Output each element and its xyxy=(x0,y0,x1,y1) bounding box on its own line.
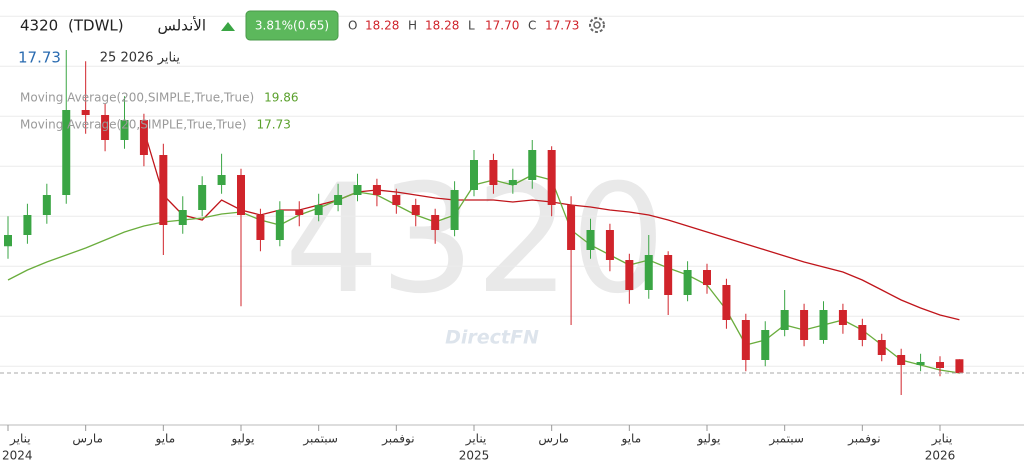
x-tick-label: نوفمبر xyxy=(847,432,880,447)
change-badge[interactable] xyxy=(245,10,339,41)
x-tick-label: سبتمبر xyxy=(768,432,803,447)
x-tick-label: يناير xyxy=(465,432,487,447)
candle-body xyxy=(838,310,847,325)
candle-body xyxy=(528,150,537,180)
ohlc-key: H xyxy=(408,19,417,33)
x-tick-label: يوليو xyxy=(696,432,720,447)
candle-body xyxy=(431,215,440,230)
legend-label: Moving Average(200,SIMPLE,True,True) xyxy=(20,91,254,105)
candle-body xyxy=(450,190,459,230)
candle-body xyxy=(489,160,498,185)
change-text: 3.81%(0.65) xyxy=(255,19,329,33)
candle-body xyxy=(586,230,595,250)
ohlc-value: 18.28 xyxy=(365,19,399,33)
candle-body xyxy=(62,110,71,195)
candle-body xyxy=(644,255,653,290)
candle-body xyxy=(703,270,711,285)
candle-body xyxy=(256,215,265,240)
x-tick-label: يناير xyxy=(9,432,31,447)
ohlc-value: 17.70 xyxy=(485,19,519,33)
candle-body xyxy=(955,359,964,373)
candle-body xyxy=(101,115,110,140)
candle-body xyxy=(605,230,614,260)
x-tick-label: يناير xyxy=(931,432,953,447)
candle-body xyxy=(159,155,168,225)
exchange: (TDWL) xyxy=(68,17,124,35)
candle-body xyxy=(392,195,401,205)
candle-body xyxy=(547,150,556,205)
candle-body xyxy=(916,362,925,365)
candle-body xyxy=(198,185,207,210)
plot xyxy=(0,50,1024,395)
candle-body xyxy=(139,120,148,155)
x-year-label: 2025 xyxy=(459,449,490,463)
candle-body xyxy=(508,180,517,185)
x-tick-label: مايو xyxy=(621,432,642,447)
legend: Moving Average(200,SIMPLE,True,True) 19.8… xyxy=(20,91,299,132)
ohlc-key: L xyxy=(468,19,475,33)
last-price: 17.73 xyxy=(18,49,61,67)
x-tick-label: يوليو xyxy=(230,432,254,447)
x-year-label: 2024 xyxy=(2,449,33,463)
x-tick-label: مارس xyxy=(72,432,103,447)
legend-label: Moving Average(20,SIMPLE,True,True) xyxy=(20,118,247,132)
candle-body xyxy=(877,340,886,355)
candle-body xyxy=(800,310,809,340)
settings-icon[interactable] xyxy=(589,17,605,33)
candle-body xyxy=(664,255,673,295)
ohlc-value: 17.73 xyxy=(545,19,579,33)
company-name: الأندلس xyxy=(158,16,206,35)
candle-body xyxy=(897,355,906,365)
candle-body xyxy=(81,110,90,115)
legend-value: 17.73 xyxy=(257,118,291,132)
candle-body xyxy=(780,310,789,330)
candle-body xyxy=(314,205,323,215)
ohlc-key: O xyxy=(348,19,357,33)
x-tick-label: مايو xyxy=(155,432,176,447)
candle-body xyxy=(567,205,576,250)
candle-body xyxy=(470,160,478,190)
candle-body xyxy=(295,210,304,215)
x-year-label: 2026 xyxy=(925,449,956,463)
x-tick-label: نوفمبر xyxy=(381,432,414,447)
ohlc-value: 18.28 xyxy=(425,19,459,33)
candle-body xyxy=(4,235,12,247)
x-tick-label: مارس xyxy=(538,432,569,447)
header: 4320 (TDWL) الأندلس 3.81%(0.65) O 18.28 H 1… xyxy=(18,10,605,67)
candle-body xyxy=(625,260,634,290)
candle-body xyxy=(411,205,420,215)
candle-body xyxy=(178,210,187,225)
x-axis: يناير مارس مايو يوليو سبتمبر نوفمبر يناير مارس م… xyxy=(2,425,955,463)
symbol: 4320 xyxy=(20,17,58,35)
ohlc-key: C xyxy=(528,19,536,33)
candle-body xyxy=(761,330,770,360)
up-arrow xyxy=(221,22,235,31)
candle-body xyxy=(722,285,731,320)
candle-body xyxy=(334,195,343,205)
x-tick-label: سبتمبر xyxy=(302,432,337,447)
candle-body xyxy=(936,362,944,368)
candle-body xyxy=(372,185,381,195)
candle-body xyxy=(237,175,245,215)
candle-body xyxy=(23,215,32,235)
candle-body xyxy=(120,120,129,140)
candle-body xyxy=(858,325,867,340)
candle-body xyxy=(683,270,692,295)
date: 25 يناير 2026 xyxy=(100,51,181,66)
candle-body xyxy=(353,185,362,195)
candle-body xyxy=(217,175,226,185)
legend-value: 19.86 xyxy=(264,91,298,105)
ohlc: O 18.28 H 18.28 L 17.70 C 17.73 xyxy=(348,19,579,33)
brand-watermark: DirectFN xyxy=(445,327,539,349)
candle-body xyxy=(42,195,51,215)
candle-body xyxy=(275,210,284,240)
candle-body xyxy=(741,320,750,360)
candle-body xyxy=(819,310,828,340)
